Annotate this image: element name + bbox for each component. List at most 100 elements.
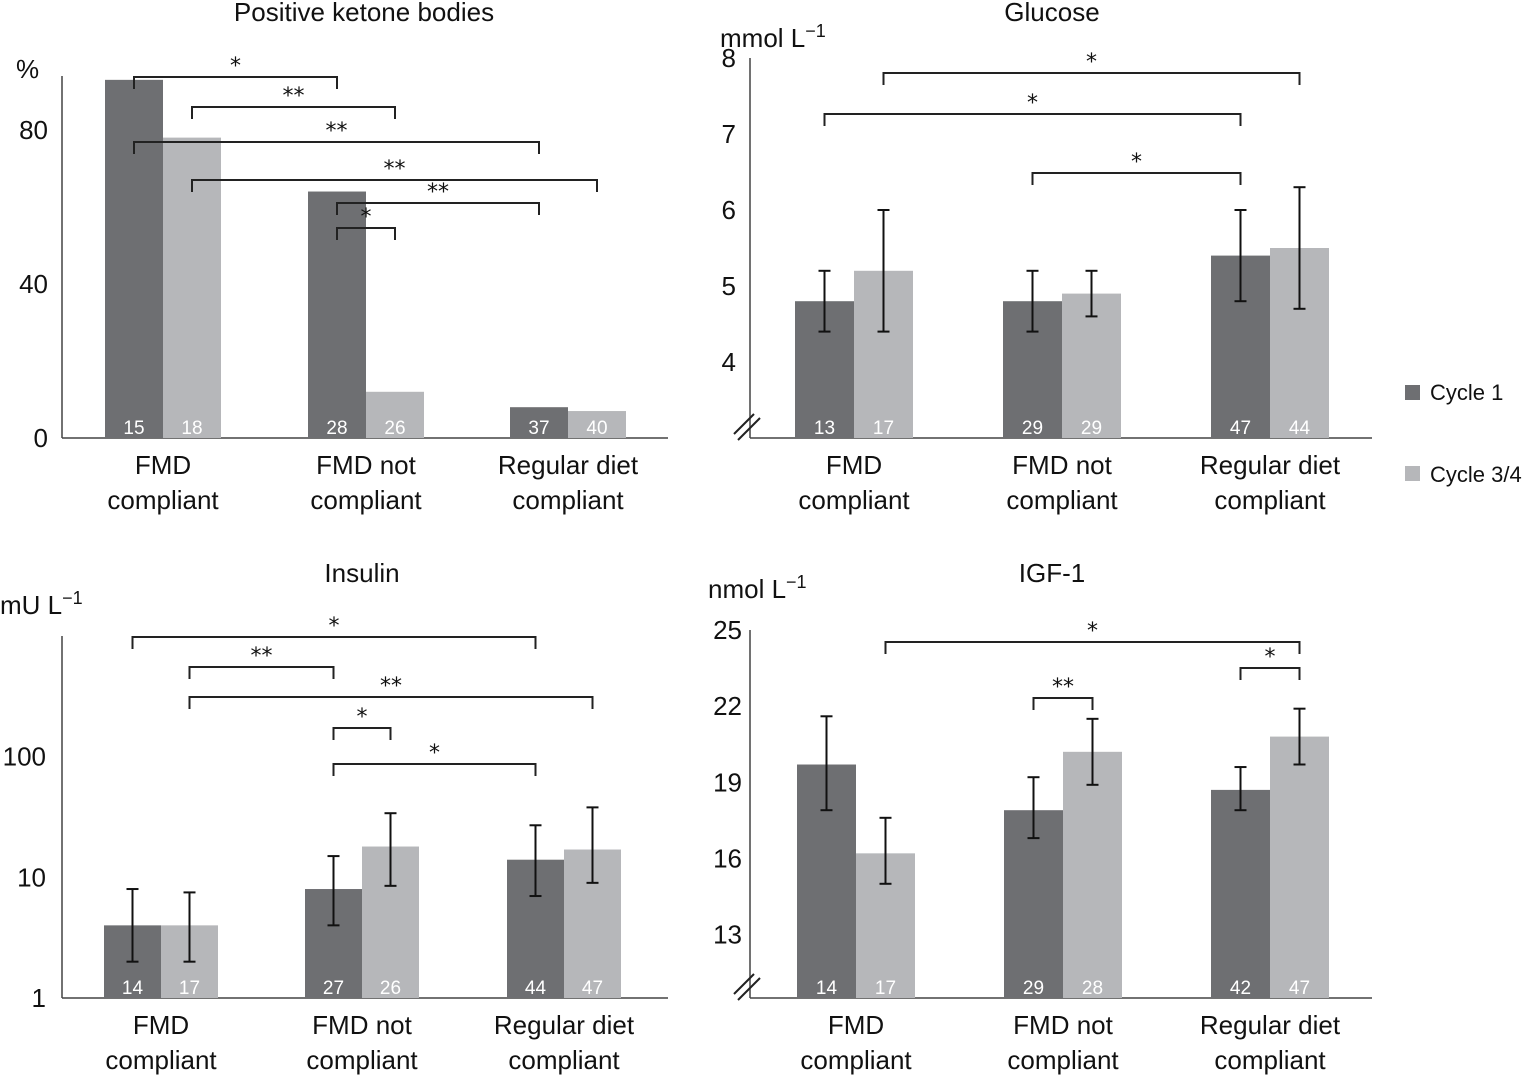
category-label: Regular diet bbox=[1200, 450, 1341, 480]
significance-label: ** bbox=[380, 674, 402, 699]
significance-label: * bbox=[361, 205, 372, 230]
category-label: compliant bbox=[800, 1045, 912, 1075]
significance-label: * bbox=[1265, 645, 1276, 670]
y-axis-label: mU L−1 bbox=[0, 588, 83, 620]
y-axis-label: mmol L−1 bbox=[720, 21, 826, 53]
bar bbox=[105, 79, 163, 438]
sample-size-label: 47 bbox=[582, 978, 603, 999]
chart-title: Insulin bbox=[324, 558, 399, 588]
category-label: compliant bbox=[798, 485, 910, 515]
sample-size-label: 28 bbox=[326, 418, 347, 439]
sample-size-label: 29 bbox=[1022, 418, 1043, 439]
legend-swatch-cycle-3-4 bbox=[1405, 466, 1420, 481]
sample-size-label: 27 bbox=[323, 978, 344, 999]
category-label: compliant bbox=[1006, 485, 1118, 515]
legend-label-cycle-3-4: Cycle 3/4 bbox=[1430, 462, 1522, 487]
significance-bracket bbox=[332, 727, 392, 740]
sample-size-label: 28 bbox=[1082, 978, 1103, 999]
axis-break-mark bbox=[737, 417, 761, 441]
sample-size-label: 42 bbox=[1230, 978, 1251, 999]
significance-bracket bbox=[884, 641, 1301, 654]
significance-bracket bbox=[823, 113, 1242, 126]
legend-swatch-cycle-1 bbox=[1405, 385, 1420, 400]
y-tick-label: 1 bbox=[32, 983, 46, 1013]
significance-label: ** bbox=[326, 119, 348, 144]
legend-label-cycle-1: Cycle 1 bbox=[1430, 380, 1503, 405]
y-tick-label: 7 bbox=[722, 119, 736, 149]
sample-size-label: 40 bbox=[586, 418, 607, 439]
significance-label: * bbox=[1087, 619, 1098, 644]
y-tick-label: 19 bbox=[713, 767, 742, 797]
sample-size-label: 44 bbox=[525, 978, 547, 999]
sample-size-label: 18 bbox=[181, 418, 202, 439]
significance-bracket bbox=[1032, 697, 1094, 710]
significance-label: ** bbox=[384, 157, 406, 182]
panel-igf-1: IGF-1 nmol L−1 13 16 19 22 25 14 29 42 17 28 47 FMD co… bbox=[708, 558, 1372, 1075]
category-label: Regular diet bbox=[494, 1010, 635, 1040]
significance-label: * bbox=[1027, 91, 1038, 116]
category-label: compliant bbox=[508, 1045, 620, 1075]
significance-bracket bbox=[1031, 172, 1242, 185]
y-tick-label: 6 bbox=[722, 195, 736, 225]
significance-label: * bbox=[429, 741, 440, 766]
significance-bracket bbox=[188, 666, 335, 679]
bar bbox=[1004, 810, 1063, 998]
significance-bracket bbox=[882, 72, 1301, 85]
sample-size-label: 17 bbox=[873, 418, 894, 439]
category-label: compliant bbox=[306, 1045, 418, 1075]
significance-label: * bbox=[230, 54, 241, 79]
axis-break-mark bbox=[737, 977, 761, 1001]
category-label: FMD not bbox=[312, 1010, 412, 1040]
category-label: Regular diet bbox=[1200, 1010, 1341, 1040]
significance-label: ** bbox=[427, 180, 449, 205]
sample-size-label: 17 bbox=[179, 978, 200, 999]
sample-size-label: 47 bbox=[1289, 978, 1310, 999]
bar bbox=[1211, 789, 1270, 998]
category-label: FMD bbox=[135, 450, 191, 480]
sample-size-label: 15 bbox=[123, 418, 144, 439]
y-tick-label: 16 bbox=[713, 843, 742, 873]
significance-bracket bbox=[1239, 667, 1301, 680]
bar bbox=[568, 411, 626, 438]
sample-size-label: 37 bbox=[528, 418, 549, 439]
bar bbox=[1270, 736, 1329, 998]
bar bbox=[510, 407, 568, 438]
significance-label: * bbox=[329, 614, 340, 639]
sample-size-label: 26 bbox=[380, 978, 401, 999]
sample-size-label: 14 bbox=[816, 978, 838, 999]
significance-bracket bbox=[133, 141, 540, 154]
significance-label: * bbox=[357, 705, 368, 730]
significance-label: ** bbox=[283, 84, 305, 109]
category-label: FMD bbox=[828, 1010, 884, 1040]
significance-label: ** bbox=[251, 644, 273, 669]
bar bbox=[1062, 293, 1121, 438]
chart-title: Positive ketone bodies bbox=[234, 0, 494, 27]
y-tick-label: 5 bbox=[722, 271, 736, 301]
significance-bracket bbox=[336, 202, 540, 215]
sample-size-label: 17 bbox=[875, 978, 896, 999]
significance-bracket bbox=[191, 106, 396, 119]
bar bbox=[366, 391, 424, 438]
category-label: Regular diet bbox=[498, 450, 639, 480]
sample-size-label: 26 bbox=[384, 418, 405, 439]
y-axis-label: nmol L−1 bbox=[708, 572, 807, 604]
significance-label: * bbox=[1131, 150, 1142, 175]
significance-bracket bbox=[191, 179, 598, 192]
significance-bracket bbox=[332, 763, 537, 776]
sample-size-label: 13 bbox=[814, 418, 835, 439]
y-tick-label: 22 bbox=[713, 691, 742, 721]
axis-break-mark bbox=[733, 973, 755, 995]
y-tick-label: 10 bbox=[17, 862, 46, 892]
category-label: FMD not bbox=[316, 450, 416, 480]
y-tick-label: 8 bbox=[722, 43, 736, 73]
category-label: FMD bbox=[133, 1010, 189, 1040]
sample-size-label: 44 bbox=[1289, 418, 1311, 439]
y-tick-label: 4 bbox=[722, 347, 736, 377]
y-tick-label: 0 bbox=[34, 423, 48, 453]
bar bbox=[1063, 751, 1122, 998]
sample-size-label: 29 bbox=[1081, 418, 1102, 439]
sample-size-label: 29 bbox=[1023, 978, 1044, 999]
category-label: FMD not bbox=[1012, 450, 1112, 480]
significance-bracket bbox=[133, 76, 338, 89]
significance-label: * bbox=[1086, 50, 1097, 75]
